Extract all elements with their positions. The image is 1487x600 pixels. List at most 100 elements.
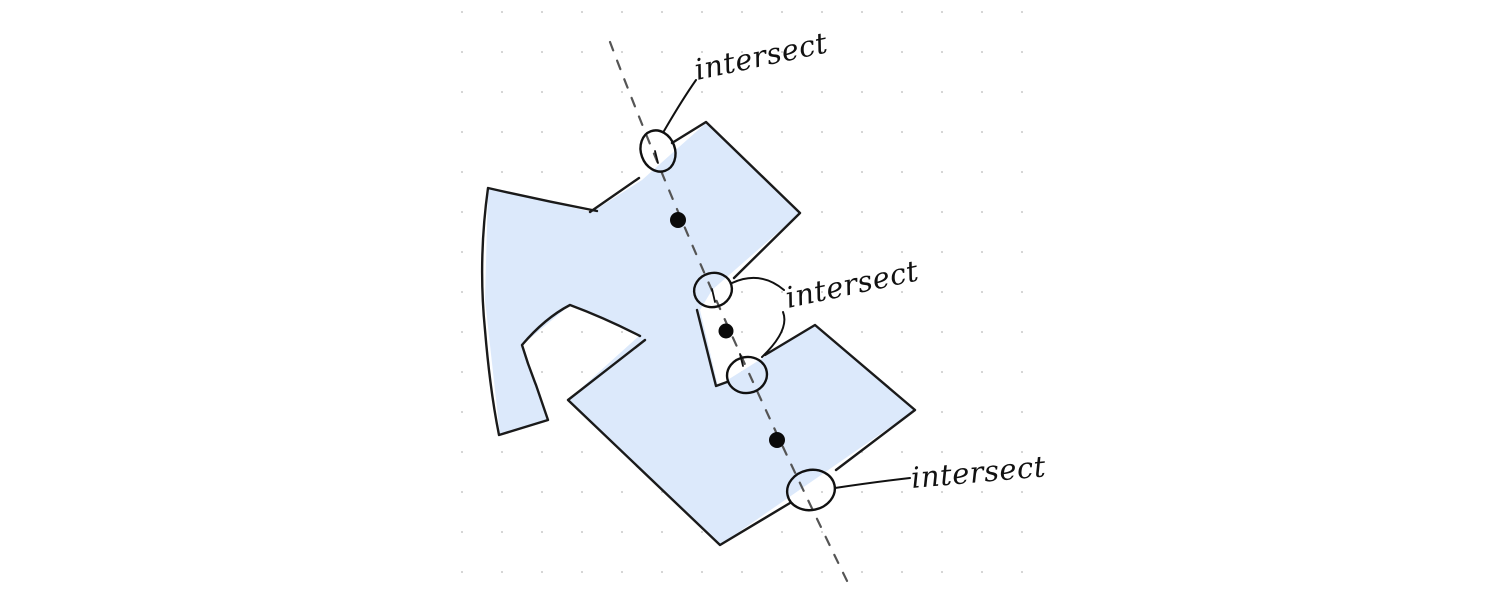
grid-dot	[621, 91, 623, 93]
grid-dot	[821, 571, 823, 573]
grid-dot	[501, 571, 503, 573]
grid-dot	[741, 91, 743, 93]
grid-dot	[1021, 491, 1023, 493]
grid-dot	[661, 531, 663, 533]
grid-dot	[981, 531, 983, 533]
grid-dot	[741, 131, 743, 133]
grid-dot	[581, 131, 583, 133]
grid-dot	[541, 131, 543, 133]
grid-dot	[501, 491, 503, 493]
grid-dot	[781, 531, 783, 533]
grid-dot	[901, 291, 903, 293]
grid-dot	[981, 131, 983, 133]
grid-dot	[781, 171, 783, 173]
grid-dot	[541, 531, 543, 533]
grid-dot	[861, 131, 863, 133]
grid-dot	[661, 571, 663, 573]
grid-dot	[501, 171, 503, 173]
grid-dot	[981, 371, 983, 373]
outline-mid-notch	[695, 308, 729, 388]
grid-dot	[821, 51, 823, 53]
leader-line-2	[731, 276, 785, 291]
grid-dot	[781, 251, 783, 253]
grid-dot	[701, 51, 703, 53]
grid-dot	[461, 171, 463, 173]
grid-dot	[821, 531, 823, 533]
grid-dot	[461, 291, 463, 293]
grid-dot	[861, 531, 863, 533]
grid-dot	[701, 91, 703, 93]
grid-dot	[541, 491, 543, 493]
grid-dot	[861, 171, 863, 173]
midpoint-dot-2	[718, 323, 734, 339]
grid-dot	[981, 211, 983, 213]
grid-dot	[1021, 411, 1023, 413]
grid-dot	[981, 11, 983, 13]
grid-dot	[1021, 11, 1023, 13]
grid-dot	[861, 51, 863, 53]
annotation-label-1: intersect	[691, 26, 830, 87]
annotation-leaders	[663, 79, 911, 489]
grid-dot	[541, 51, 543, 53]
grid-dot	[461, 91, 463, 93]
grid-dot	[461, 331, 463, 333]
grid-dot	[461, 11, 463, 13]
grid-dot	[1021, 251, 1023, 253]
grid-dot	[661, 91, 663, 93]
grid-dot	[781, 51, 783, 53]
grid-dot	[941, 291, 943, 293]
grid-dot	[621, 491, 623, 493]
grid-dot	[501, 531, 503, 533]
grid-dot	[1021, 51, 1023, 53]
grid-dot	[901, 171, 903, 173]
grid-dot	[621, 11, 623, 13]
grid-dot	[621, 531, 623, 533]
grid-dot	[1021, 371, 1023, 373]
outline-left-head	[480, 186, 642, 437]
grid-dot	[861, 11, 863, 13]
grid-dot	[981, 91, 983, 93]
intersection-marker-3	[725, 353, 769, 395]
grid-dot	[1021, 451, 1023, 453]
grid-dot	[581, 51, 583, 53]
grid-dot	[861, 331, 863, 333]
grid-dot	[1021, 91, 1023, 93]
grid-dot	[941, 11, 943, 13]
intersection-marker-4	[785, 468, 837, 512]
grid-dot	[821, 211, 823, 213]
intersection-marker-1	[639, 129, 677, 173]
grid-dot	[541, 451, 543, 453]
grid-dot	[461, 51, 463, 53]
grid-dot	[901, 451, 903, 453]
grid-dot	[941, 91, 943, 93]
intersection-circle-4	[785, 468, 837, 512]
grid-dot	[741, 331, 743, 333]
grid-dot	[541, 571, 543, 573]
grid-dot	[941, 251, 943, 253]
grid-dot	[901, 11, 903, 13]
grid-dot	[861, 251, 863, 253]
intersection-circle-3	[725, 355, 769, 395]
grid-dot	[821, 251, 823, 253]
grid-dot	[741, 571, 743, 573]
grid-dot	[1021, 211, 1023, 213]
arrow-shape-fill	[485, 123, 915, 545]
outline-top-segment	[588, 176, 641, 214]
grid-dot	[501, 11, 503, 13]
grid-dot	[621, 331, 623, 333]
annotation-label-3: intersect	[910, 449, 1048, 495]
grid-dot	[941, 491, 943, 493]
grid-dot	[901, 491, 903, 493]
grid-dot	[661, 11, 663, 13]
grid-dot	[981, 171, 983, 173]
grid-dot	[941, 451, 943, 453]
midpoint-dot-3	[769, 432, 785, 448]
grid-dot	[621, 51, 623, 53]
grid-dot	[901, 91, 903, 93]
outline-lower-right	[763, 323, 917, 472]
grid-dot	[701, 571, 703, 573]
grid-dot	[941, 571, 943, 573]
grid-dot	[941, 51, 943, 53]
